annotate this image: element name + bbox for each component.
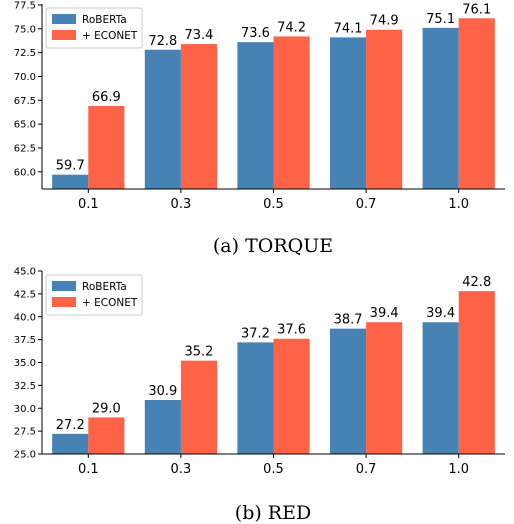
data-label: 73.6 [241,26,270,41]
y-tick-label: 27.5 [14,427,36,438]
y-tick-label: 75.0 [14,24,36,35]
bar-roberta-1.0 [422,27,459,189]
bar-econet-1.0 [458,291,495,454]
legend-swatch [52,30,76,40]
legend-swatch [52,281,76,291]
bar-econet-0.5 [273,338,310,454]
bar-econet-1.0 [458,18,495,189]
chart-caption: (b) RED [235,502,311,524]
data-label: 29.0 [92,401,121,416]
x-tick-label: 0.3 [171,462,192,477]
data-label: 66.9 [92,90,121,105]
bar-roberta-0.3 [144,400,181,454]
y-tick-label: 67.5 [14,96,36,107]
data-label: 72.8 [148,34,177,49]
bar-roberta-0.7 [329,37,367,190]
data-label: 73.4 [184,28,213,43]
data-label: 38.7 [334,313,363,328]
y-tick-label: 37.5 [14,335,36,346]
legend-label: RoBERTa [82,281,127,293]
y-tick-label: 62.5 [14,143,36,154]
chart-red: 27.2 30.9 37.2 38.7 39.4 29.0 35.2 37.6 39.4 42.8… [14,267,505,524]
x-tick-label: 0.5 [263,462,284,477]
y-tick-label: 77.5 [14,0,36,11]
legend-label: + ECONET [82,297,138,309]
x-tick-label: 0.7 [356,197,377,212]
data-label: 27.2 [56,418,85,433]
chart-torque: 59.7 72.8 73.6 74.1 75.1 66.9 73.4 74.2 74.9 76.1… [14,0,505,257]
bar-roberta-0.7 [329,328,367,454]
bar-roberta-0.5 [237,342,274,454]
bar-roberta-0.5 [237,42,274,189]
x-tick-label: 0.5 [263,197,284,212]
y-tick-label: 60.0 [14,167,36,178]
x-tick-label: 0.3 [171,197,192,212]
bar-roberta-1.0 [422,322,459,454]
y-tick-label: 30.0 [14,404,36,415]
y-tick-label: 40.0 [14,312,36,323]
data-label: 74.1 [334,21,363,36]
bar-econet-0.5 [273,36,310,189]
bar-econet-0.3 [180,44,218,190]
data-label: 74.9 [370,14,399,29]
x-tick-label: 0.7 [356,462,377,477]
bar-econet-0.7 [366,29,403,190]
bar-econet-0.1 [88,106,125,189]
legend-swatch [52,14,76,24]
x-tick-label: 1.0 [448,197,469,212]
y-tick-label: 32.5 [14,381,36,392]
y-tick-label: 65.0 [14,120,36,131]
data-label: 39.4 [426,306,455,321]
bar-econet-0.3 [180,360,218,454]
data-label: 76.1 [462,2,491,17]
bar-roberta-0.1 [52,433,89,454]
x-tick-label: 0.1 [78,197,99,212]
data-label: 39.4 [370,306,399,321]
data-label: 75.1 [426,12,455,27]
data-label: 74.2 [277,20,306,35]
y-tick-label: 70.0 [14,72,36,83]
bar-econet-0.1 [88,417,125,454]
bar-roberta-0.1 [52,174,89,189]
data-label: 42.8 [462,275,491,290]
bar-roberta-0.3 [144,49,181,190]
chart-caption: (a) TORQUE [213,235,333,257]
y-tick-label: 42.5 [14,289,36,300]
bar-econet-0.7 [366,322,403,454]
legend-label: + ECONET [82,30,138,42]
y-tick-label: 35.0 [14,358,36,369]
legend-swatch [52,297,76,307]
data-label: 35.2 [184,345,213,360]
y-tick-label: 72.5 [14,48,36,59]
data-label: 37.2 [241,326,270,341]
x-tick-label: 0.1 [78,462,99,477]
data-label: 37.6 [277,323,306,338]
data-label: 30.9 [148,384,177,399]
y-tick-label: 25.0 [14,450,36,461]
legend-label: RoBERTa [82,14,127,26]
y-tick-label: 45.0 [14,267,36,278]
data-label: 59.7 [56,159,85,174]
x-tick-label: 1.0 [448,462,469,477]
